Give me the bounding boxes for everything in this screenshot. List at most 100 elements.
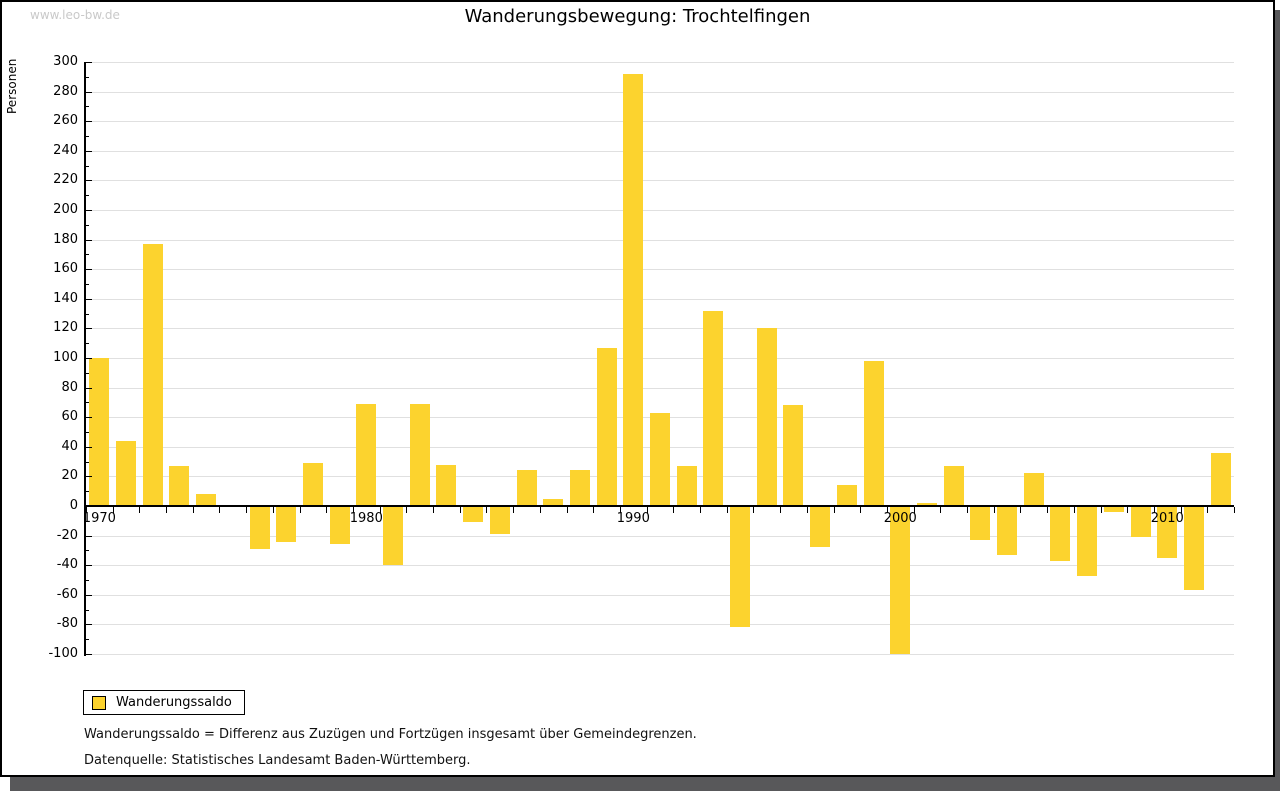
x-tick-1: [112, 507, 114, 513]
y-tick-160: [86, 269, 92, 271]
bar-2007: [1077, 506, 1098, 576]
x-tick-29: [860, 507, 862, 513]
x-tick-2: [139, 507, 141, 513]
y-tick-140: [86, 298, 92, 300]
bar-2002: [943, 466, 964, 506]
y-tick-0: [86, 506, 92, 507]
bar-1985: [489, 506, 510, 535]
x-tick-9: [326, 507, 328, 513]
x-tick-43: [1234, 507, 1235, 513]
y-tick-label-200: 200: [53, 202, 78, 217]
bar-2006: [1050, 506, 1071, 561]
x-tick-12: [406, 507, 408, 513]
bar-1996: [783, 405, 804, 506]
y-tick-label-300: 300: [53, 54, 78, 69]
x-tick-label-1990: 1990: [616, 511, 650, 526]
y-tick-210: [86, 195, 89, 197]
y-tick-label-280: 280: [53, 83, 78, 99]
bar-1991: [650, 412, 670, 506]
x-tick-label-2010: 2010: [1150, 511, 1184, 526]
gridline-200: [86, 210, 1234, 211]
x-tick-23: [700, 507, 702, 513]
bar-1999: [863, 360, 884, 506]
y-tick-label-20: 20: [61, 468, 78, 484]
x-tick-30: [886, 507, 888, 513]
y-tick-230: [86, 165, 89, 167]
bar-1978: [302, 463, 323, 506]
gridline-140: [86, 298, 1234, 300]
gridline-300: [86, 62, 1234, 63]
bar-1986: [516, 470, 537, 506]
gridline--100: [86, 654, 1234, 655]
y-tick-220: [86, 180, 92, 182]
x-tick-34: [993, 507, 995, 513]
y-tick-270: [86, 106, 89, 108]
y-tick-290: [86, 76, 89, 78]
legend: Wanderungssaldo: [83, 690, 245, 715]
bar-1979: [329, 506, 350, 545]
x-tick-31: [913, 507, 915, 513]
x-tick-label-2000: 2000: [883, 511, 917, 526]
y-tick-120: [86, 328, 92, 330]
x-tick-6: [246, 507, 248, 513]
y-tick-label--40: -40: [56, 557, 78, 573]
y-tick-110: [86, 343, 89, 345]
y-tick-260: [86, 121, 92, 123]
y-tick-300: [86, 62, 92, 63]
plot-area: -100 -80 -60 -40 -20 0 20 40 60 80 100 120 140 160 180…: [48, 54, 1235, 661]
bar-1970: [89, 358, 110, 506]
bar-1984: [463, 506, 484, 523]
x-tick-0: [86, 507, 87, 513]
bar-1972: [142, 244, 163, 506]
y-tick--30: [86, 550, 89, 552]
bar-1973: [169, 466, 190, 506]
y-tick-label-140: 140: [53, 290, 78, 306]
x-tick-18: [566, 507, 568, 513]
bar-2009: [1130, 506, 1151, 538]
x-tick-label-1970: 1970: [82, 511, 116, 526]
y-tick-label-220: 220: [53, 172, 78, 188]
y-tick--10: [86, 520, 89, 522]
y-tick-240: [86, 150, 92, 152]
x-tick-41: [1180, 507, 1182, 513]
chart-panel: www.leo-bw.de Wanderungsbewegung: Trocht…: [0, 0, 1275, 777]
y-tick--20: [86, 535, 92, 537]
bar-1977: [276, 506, 297, 542]
x-tick-37: [1073, 507, 1075, 513]
y-axis-line: [84, 62, 86, 656]
legend-color-swatch-icon: [92, 695, 106, 710]
bar-2003: [970, 506, 991, 541]
x-tick-36: [1047, 507, 1049, 513]
bar-1989: [596, 347, 617, 506]
x-tick-35: [1020, 507, 1022, 513]
x-tick-26: [780, 507, 782, 513]
bar-1992: [676, 466, 697, 506]
gridline--40: [86, 565, 1234, 567]
x-tick-15: [486, 507, 488, 513]
gridline-220: [86, 180, 1234, 182]
x-tick-10: [352, 507, 354, 513]
y-tick-label--80: -80: [56, 616, 78, 632]
bar-2008: [1103, 506, 1124, 512]
bar-2004: [997, 506, 1018, 555]
bar-1995: [756, 328, 777, 506]
bar-2010: [1157, 506, 1178, 558]
y-tick-20: [86, 476, 92, 478]
x-tick-4: [192, 507, 194, 513]
bar-1976: [249, 506, 270, 549]
bar-1998: [836, 485, 857, 506]
bar-2000: [890, 506, 911, 654]
chart-title: Wanderungsbewegung: Trochtelfingen: [464, 6, 811, 27]
gridline-120: [86, 328, 1234, 330]
y-tick-label-240: 240: [53, 142, 78, 158]
bar-2001: [916, 503, 937, 506]
gridline--60: [86, 594, 1234, 596]
y-tick-label-260: 260: [53, 113, 78, 129]
gridline--20: [86, 535, 1234, 537]
x-tick-7: [272, 507, 274, 513]
x-tick-28: [833, 507, 835, 513]
bar-1981: [383, 506, 404, 566]
x-tick-16: [513, 507, 515, 513]
x-tick-32: [940, 507, 942, 513]
y-tick--100: [86, 654, 92, 655]
